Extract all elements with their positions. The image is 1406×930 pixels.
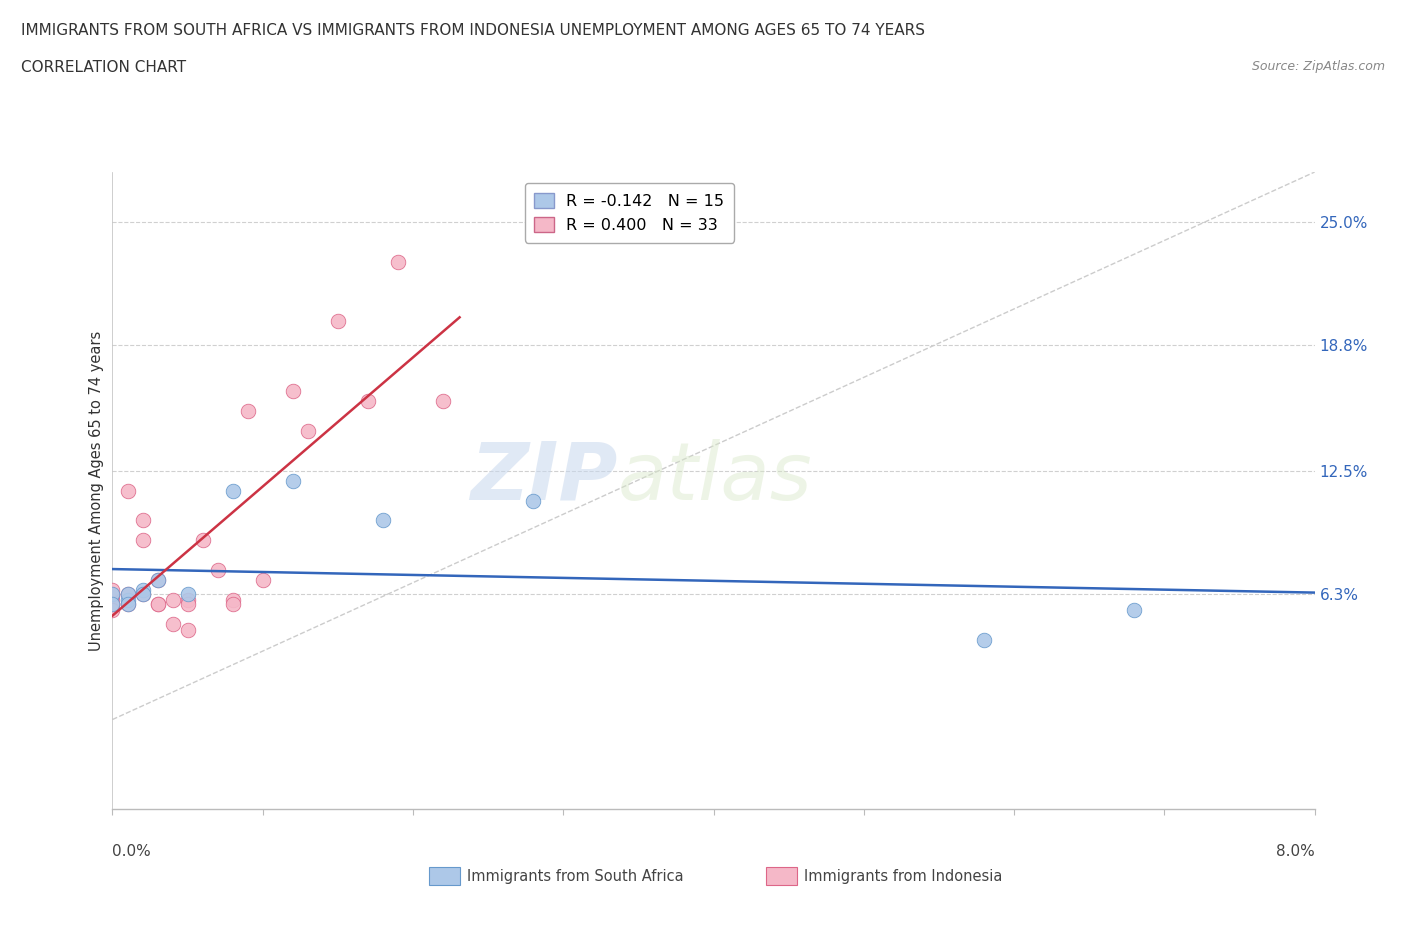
Point [131,533,153,548]
Text: ZIP: ZIP [470,439,617,517]
Point [101,587,124,602]
Point [222,592,245,607]
Point [222,484,245,498]
Point [117,587,139,602]
Text: IMMIGRANTS FROM SOUTH AFRICA VS IMMIGRANTS FROM INDONESIA UNEMPLOYMENT AMONG AGE: IMMIGRANTS FROM SOUTH AFRICA VS IMMIGRAN… [21,23,925,38]
Point [117,597,139,612]
Point [207,563,229,578]
Point [357,393,380,408]
Point [146,597,169,612]
Point [176,622,198,637]
Point [162,617,184,631]
Text: CORRELATION CHART: CORRELATION CHART [21,60,186,75]
Point [252,573,274,588]
Text: 8.0%: 8.0% [1275,844,1315,859]
Point [191,533,214,548]
Legend: R = -0.142   N = 15, R = 0.400   N = 33: R = -0.142 N = 15, R = 0.400 N = 33 [524,183,734,243]
Point [131,513,153,528]
Point [1123,603,1146,618]
Point [297,423,319,438]
Point [176,597,198,612]
Point [131,587,153,602]
Point [387,254,409,269]
Point [117,597,139,612]
Point [432,393,454,408]
Point [522,493,544,508]
Point [117,592,139,607]
Point [371,513,394,528]
Point [236,404,259,418]
Point [117,484,139,498]
Point [973,632,995,647]
Point [281,473,304,488]
Point [146,573,169,588]
Y-axis label: Unemployment Among Ages 65 to 74 years: Unemployment Among Ages 65 to 74 years [89,330,104,651]
Point [101,597,124,612]
Point [222,597,245,612]
Point [101,583,124,598]
Point [146,573,169,588]
Point [101,597,124,612]
Point [131,587,153,602]
Text: Immigrants from South Africa: Immigrants from South Africa [467,869,683,883]
Point [101,597,124,612]
Text: atlas: atlas [617,439,813,517]
Point [117,587,139,602]
Point [101,603,124,618]
Text: Source: ZipAtlas.com: Source: ZipAtlas.com [1251,60,1385,73]
Point [326,314,349,329]
Point [146,597,169,612]
Point [101,587,124,602]
Text: 0.0%: 0.0% [112,844,152,859]
Point [101,589,124,604]
Point [176,592,198,607]
Point [281,383,304,398]
Text: Immigrants from Indonesia: Immigrants from Indonesia [804,869,1002,883]
Point [176,587,198,602]
Point [162,592,184,607]
Point [131,583,153,598]
Point [101,592,124,607]
